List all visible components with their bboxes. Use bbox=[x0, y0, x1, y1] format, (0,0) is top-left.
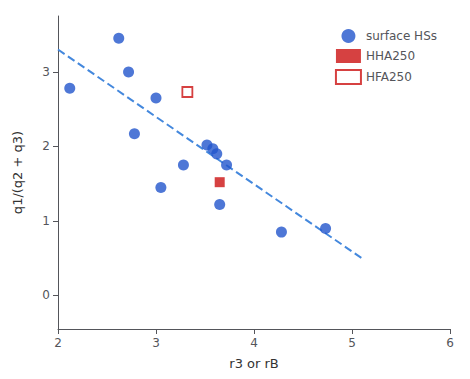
svg-text:4: 4 bbox=[250, 336, 258, 350]
svg-text:2: 2 bbox=[42, 139, 50, 153]
svg-text:1: 1 bbox=[42, 214, 50, 228]
svg-text:3: 3 bbox=[42, 65, 50, 79]
svg-text:q1/(q2 + q3): q1/(q2 + q3) bbox=[10, 131, 25, 214]
svg-text:HHA250: HHA250 bbox=[366, 49, 415, 63]
svg-text:r3 or rB: r3 or rB bbox=[229, 356, 278, 371]
svg-text:surface HSs: surface HSs bbox=[366, 29, 437, 43]
svg-text:0: 0 bbox=[42, 288, 50, 302]
svg-text:3: 3 bbox=[152, 336, 160, 350]
svg-text:2: 2 bbox=[54, 336, 62, 350]
svg-text:HFA250: HFA250 bbox=[366, 70, 412, 84]
svg-text:6: 6 bbox=[446, 336, 454, 350]
svg-text:5: 5 bbox=[348, 336, 356, 350]
